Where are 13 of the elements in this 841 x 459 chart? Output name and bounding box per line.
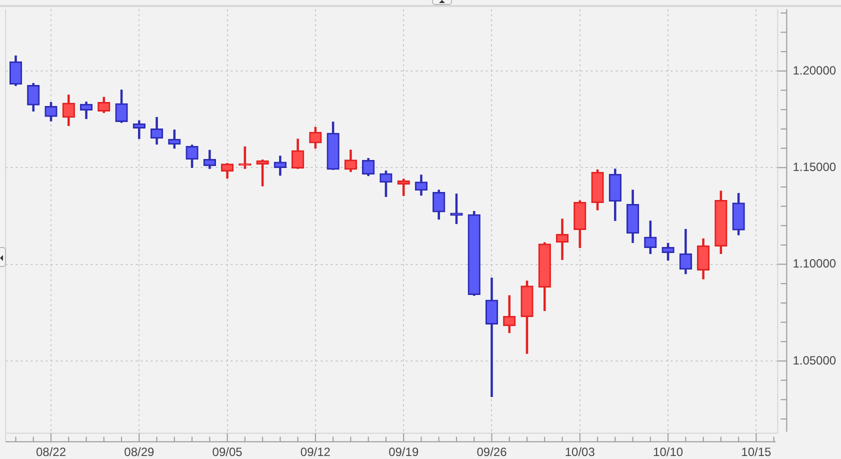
x-tick-label: 09/12 — [300, 445, 331, 459]
y-tick-label: 1.20000 — [792, 63, 836, 78]
x-tick-label: 09/19 — [388, 445, 419, 459]
x-tick-label: 10/10 — [653, 445, 684, 459]
x-tick-label: 10/03 — [564, 445, 596, 459]
y-tick-label: 1.15000 — [792, 160, 836, 174]
x-tick-label: 10/15 — [741, 445, 772, 459]
x-tick-label: 08/22 — [36, 445, 66, 459]
y-tick-label: 1.10000 — [792, 256, 836, 271]
x-tick-label: 08/29 — [124, 445, 154, 459]
y-tick-label: 1.05000 — [792, 353, 836, 368]
x-tick-label: 09/26 — [476, 445, 508, 459]
x-tick-label: 09/05 — [212, 445, 243, 459]
